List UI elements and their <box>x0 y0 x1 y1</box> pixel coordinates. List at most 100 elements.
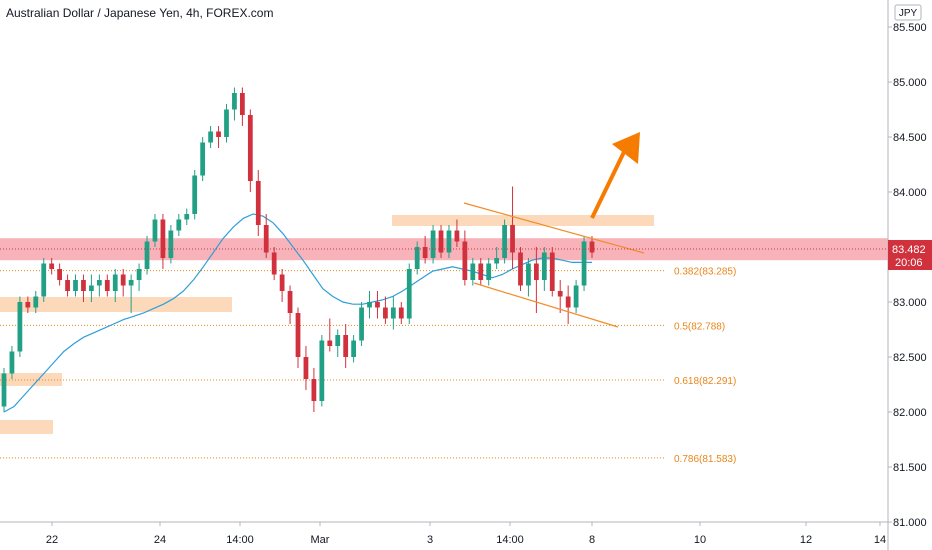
candle-body <box>327 340 333 346</box>
candle <box>518 247 523 291</box>
candle-body <box>422 247 428 258</box>
channel-upper-line <box>463 202 645 254</box>
candle <box>136 263 142 291</box>
fib-label: 0.618(82.291) <box>674 376 736 387</box>
candle <box>287 285 293 324</box>
fib-label: 0.5(82.788) <box>674 321 725 332</box>
candle <box>462 230 468 286</box>
candle <box>343 324 349 368</box>
y-tick-label: 82.500 <box>893 352 927 364</box>
candle-body <box>335 335 341 346</box>
candle-body <box>160 219 166 258</box>
x-tick-label: 14:00 <box>496 534 524 546</box>
candle <box>502 219 507 264</box>
candle-body <box>120 274 126 286</box>
candle-body <box>581 241 587 286</box>
candle <box>557 280 563 313</box>
candle-body <box>565 296 571 308</box>
candle <box>81 274 86 302</box>
currency-badge <box>894 4 922 21</box>
candle <box>454 219 460 247</box>
candle-body <box>89 285 94 291</box>
candle-body <box>510 225 515 253</box>
x-tick-label: 24 <box>154 534 166 546</box>
x-tick-label: Mar <box>311 534 330 546</box>
candle <box>232 87 237 121</box>
moving-average <box>3 213 592 413</box>
candle <box>351 335 357 363</box>
candle <box>200 137 206 181</box>
candle-body <box>430 230 436 258</box>
candle-body <box>295 313 301 357</box>
fib-label: 0.382(83.285) <box>674 267 736 278</box>
candle <box>422 236 428 264</box>
candle <box>41 258 47 302</box>
candle <box>565 285 571 324</box>
zone-box <box>392 215 654 226</box>
fib-levels: 0.382(83.285) 0.5(82.788) 0.618(82.291) 0.7… <box>0 267 736 465</box>
x-tick-label: 14:00 <box>226 534 254 546</box>
candle-body <box>81 280 86 291</box>
candle <box>438 225 444 258</box>
candle-body <box>319 340 325 401</box>
candle <box>271 247 277 280</box>
y-tick-label: 82.000 <box>893 407 927 419</box>
candle <box>383 296 388 324</box>
candle <box>414 241 420 275</box>
y-tick-label: 81.500 <box>893 462 927 474</box>
current-price-value: 83.482 <box>892 244 926 256</box>
candle-body <box>104 280 110 291</box>
y-tick-label: 83.000 <box>893 297 927 309</box>
x-tick-label: 22 <box>46 534 58 546</box>
x-tick-label: 12 <box>800 534 812 546</box>
zones <box>0 215 888 434</box>
candle <box>494 247 500 269</box>
candle-body <box>184 214 190 220</box>
candle <box>446 225 452 258</box>
candle <box>549 247 555 297</box>
candle-body <box>192 175 198 214</box>
candle-body <box>1 373 7 407</box>
y-tick-label: 84.000 <box>893 187 927 199</box>
candle <box>430 225 436 264</box>
candle-body <box>398 307 404 319</box>
candle-body <box>247 115 253 181</box>
candle <box>319 335 325 407</box>
candle <box>184 208 190 225</box>
fib-label: 0.786(81.583) <box>674 454 736 465</box>
candle-body <box>526 263 531 286</box>
candle-body <box>287 291 293 313</box>
zone-box <box>0 420 53 434</box>
breakout-arrow-shaft <box>590 151 626 219</box>
candle-body <box>9 351 15 374</box>
candle <box>65 274 70 297</box>
candle-body <box>239 93 245 115</box>
candle-countdown: 20:06 <box>895 257 923 269</box>
candle <box>526 258 531 297</box>
x-tick-label: 8 <box>589 534 595 546</box>
y-tick-label: 85.000 <box>893 77 927 89</box>
candle <box>573 280 579 313</box>
candle-body <box>271 252 277 275</box>
candle <box>406 263 412 324</box>
candle-body <box>311 379 317 401</box>
candle <box>96 274 102 297</box>
candle-body <box>263 225 269 253</box>
candle <box>168 225 174 264</box>
candle <box>263 214 269 258</box>
candle-body <box>144 241 150 269</box>
candle <box>160 214 166 269</box>
candle-body <box>462 241 468 280</box>
candle-body <box>303 357 309 379</box>
candle <box>510 186 515 269</box>
candle-body <box>176 219 182 231</box>
candle-body <box>533 263 539 280</box>
candle-body <box>367 302 372 308</box>
candle-body <box>454 230 460 242</box>
x-tick-label: 10 <box>694 534 706 546</box>
candle <box>112 269 118 302</box>
candle-body <box>232 93 237 110</box>
candle-body <box>216 131 221 137</box>
